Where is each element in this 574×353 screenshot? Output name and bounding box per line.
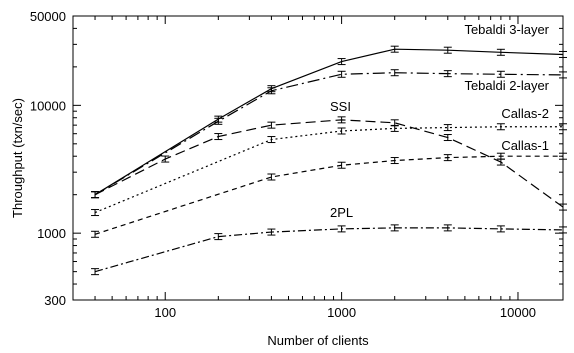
- x-axis-label: Number of clients: [267, 333, 369, 348]
- series-line: [95, 156, 563, 234]
- series-line: [95, 120, 563, 207]
- data-point: [497, 124, 505, 130]
- x-tick-label: 1000: [327, 305, 356, 320]
- data-point: [338, 71, 346, 77]
- y-tick-label: 50000: [30, 9, 66, 24]
- data-point: [497, 226, 505, 232]
- data-point: [444, 135, 452, 141]
- data-point: [338, 128, 346, 134]
- series-label: SSI: [330, 99, 351, 114]
- data-point: [161, 156, 169, 162]
- series-line: [95, 49, 563, 194]
- series-label: Tebaldi 2-layer: [464, 78, 549, 93]
- data-point: [338, 226, 346, 232]
- x-tick-label: 100: [154, 305, 176, 320]
- series-label: Callas-1: [501, 138, 549, 153]
- series-line: [95, 127, 563, 213]
- data-point: [91, 210, 99, 216]
- y-axis-label: Throughput (txn/sec): [10, 98, 25, 218]
- data-point: [497, 71, 505, 77]
- data-point: [497, 153, 505, 159]
- y-tick-label: 1000: [37, 226, 66, 241]
- data-point: [91, 269, 99, 275]
- data-point: [267, 137, 275, 143]
- data-point: [267, 174, 275, 180]
- series-label: Callas-2: [501, 106, 549, 121]
- series-label: 2PL: [330, 205, 353, 220]
- data-point: [497, 159, 505, 165]
- data-point: [338, 59, 346, 65]
- data-point: [91, 231, 99, 237]
- y-tick-label: 10000: [30, 98, 66, 113]
- series-line: [95, 228, 563, 272]
- x-tick-label: 10000: [500, 305, 536, 320]
- series-label: Tebaldi 3-layer: [464, 22, 549, 37]
- y-tick-label: 300: [44, 293, 66, 308]
- axes: 100 1000 10000 300 1000 10000 50000: [30, 9, 563, 320]
- plot-area: Tebaldi 3-layer Tebaldi 2-layer SSI Callas-…: [91, 22, 567, 275]
